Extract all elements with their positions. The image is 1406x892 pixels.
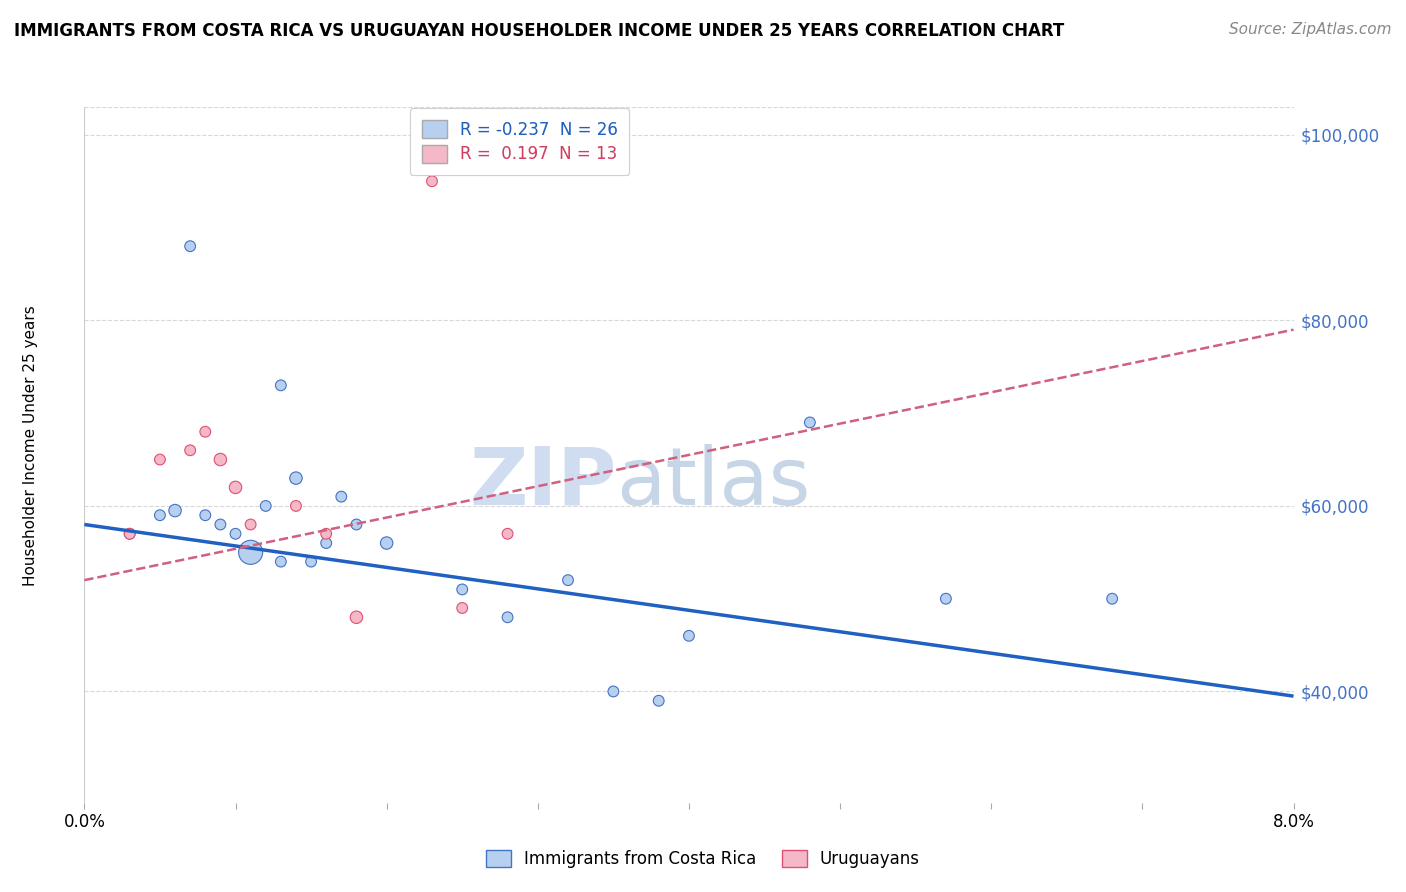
- Point: [225, 480, 247, 494]
- Point: [179, 239, 201, 253]
- Point: [315, 526, 337, 541]
- Point: [451, 582, 474, 597]
- Point: [270, 378, 292, 392]
- Point: [179, 443, 201, 458]
- Point: [496, 610, 519, 624]
- Point: [602, 684, 624, 698]
- Point: [285, 499, 308, 513]
- Point: [225, 526, 247, 541]
- Point: [194, 425, 217, 439]
- Point: [1101, 591, 1123, 606]
- Legend: Immigrants from Costa Rica, Uruguayans: Immigrants from Costa Rica, Uruguayans: [479, 843, 927, 875]
- Point: [315, 536, 337, 550]
- Point: [149, 452, 172, 467]
- Text: IMMIGRANTS FROM COSTA RICA VS URUGUAYAN HOUSEHOLDER INCOME UNDER 25 YEARS CORREL: IMMIGRANTS FROM COSTA RICA VS URUGUAYAN …: [14, 22, 1064, 40]
- Point: [451, 601, 474, 615]
- Point: [270, 555, 292, 569]
- Point: [648, 694, 671, 708]
- Legend: R = -0.237  N = 26, R =  0.197  N = 13: R = -0.237 N = 26, R = 0.197 N = 13: [411, 109, 630, 175]
- Text: Householder Income Under 25 years: Householder Income Under 25 years: [24, 306, 38, 586]
- Point: [935, 591, 957, 606]
- Point: [239, 517, 262, 532]
- Point: [557, 573, 579, 587]
- Point: [118, 526, 141, 541]
- Point: [209, 517, 232, 532]
- Point: [285, 471, 308, 485]
- Point: [239, 545, 262, 559]
- Point: [346, 517, 368, 532]
- Point: [678, 629, 700, 643]
- Point: [209, 452, 232, 467]
- Point: [799, 416, 821, 430]
- Point: [149, 508, 172, 523]
- Point: [420, 174, 443, 188]
- Point: [165, 503, 187, 517]
- Point: [346, 610, 368, 624]
- Point: [299, 555, 322, 569]
- Point: [496, 526, 519, 541]
- Point: [118, 526, 141, 541]
- Text: Source: ZipAtlas.com: Source: ZipAtlas.com: [1229, 22, 1392, 37]
- Text: ZIP: ZIP: [470, 443, 616, 522]
- Point: [375, 536, 398, 550]
- Point: [254, 499, 277, 513]
- Point: [330, 490, 353, 504]
- Point: [194, 508, 217, 523]
- Text: atlas: atlas: [616, 443, 811, 522]
